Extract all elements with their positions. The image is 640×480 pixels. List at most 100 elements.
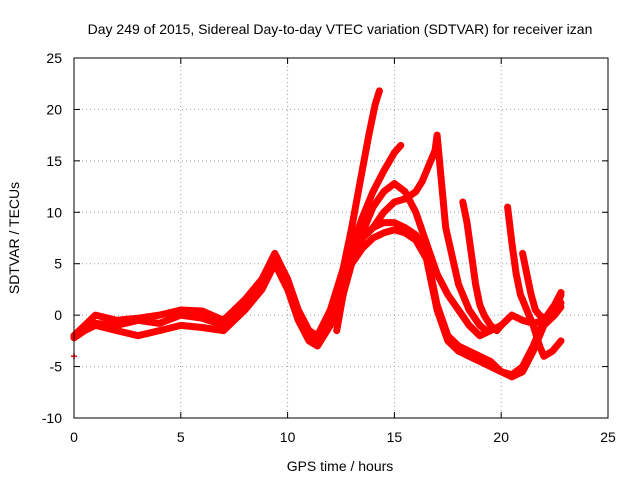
data-point <box>425 163 432 169</box>
chart-series-group <box>70 87 565 381</box>
data-point <box>455 307 462 313</box>
data-point <box>419 178 426 185</box>
data-point <box>92 322 99 329</box>
chart-title: Day 249 of 2015, Sidereal Day-to-day VTE… <box>88 21 593 37</box>
data-point <box>476 358 483 365</box>
data-point <box>540 353 547 360</box>
data-point <box>391 180 398 187</box>
data-point <box>391 199 398 205</box>
series-band-arc-2 <box>70 141 405 345</box>
data-point <box>92 312 99 319</box>
y-tick-label: -10 <box>42 410 62 426</box>
y-tick-label: 20 <box>46 101 62 117</box>
data-point <box>177 312 184 319</box>
data-point <box>431 147 438 154</box>
data-point <box>333 317 340 324</box>
y-tick-label: -5 <box>50 359 63 375</box>
data-point <box>547 314 554 321</box>
data-point <box>519 296 526 303</box>
data-point <box>199 315 206 322</box>
data-point <box>504 204 511 211</box>
data-point <box>370 235 377 241</box>
data-point <box>412 188 419 195</box>
data-point <box>156 320 163 327</box>
data-point <box>199 308 206 315</box>
x-tick-label: 5 <box>177 429 185 445</box>
data-point <box>464 219 471 226</box>
data-point <box>372 101 379 108</box>
data-point <box>423 255 430 262</box>
data-point <box>459 199 466 205</box>
data-point <box>359 245 366 252</box>
data-point <box>135 317 142 324</box>
chart-axes: 0 5 10 15 20 25 -10 -5 0 5 10 15 20 25 <box>42 50 616 445</box>
series-markers-arc-9 <box>519 250 565 322</box>
data-point <box>348 224 355 231</box>
data-point <box>359 235 366 241</box>
data-point <box>220 327 227 334</box>
data-point <box>156 327 163 334</box>
data-point <box>530 322 537 329</box>
data-point <box>380 229 387 236</box>
data-point <box>508 312 515 319</box>
data-point <box>472 281 479 288</box>
x-axis-label: GPS time / hours <box>287 458 394 474</box>
y-axis-label: SDTVAR / TECUs <box>6 182 22 294</box>
data-point <box>519 368 526 375</box>
data-point <box>517 291 524 298</box>
data-point <box>468 250 475 257</box>
data-point <box>376 87 383 94</box>
data-point <box>455 348 462 355</box>
data-point <box>444 291 451 298</box>
data-point <box>519 317 526 324</box>
data-point <box>540 315 547 322</box>
data-point <box>466 307 473 313</box>
data-point <box>444 337 451 344</box>
data-point <box>177 322 184 329</box>
y-tick-label: 0 <box>54 307 62 323</box>
data-point <box>523 271 530 277</box>
data-point <box>476 332 483 339</box>
data-point <box>340 291 347 298</box>
data-point <box>327 322 334 329</box>
data-point <box>513 271 520 277</box>
data-point <box>402 195 409 202</box>
data-point <box>508 240 515 247</box>
data-point <box>528 291 535 298</box>
x-tick-label: 0 <box>70 429 78 445</box>
plot-frame <box>73 57 609 419</box>
data-point <box>483 327 490 334</box>
data-point <box>487 363 494 370</box>
x-tick-label: 25 <box>600 429 616 445</box>
data-point <box>466 353 473 360</box>
series-band-arc-8 <box>504 203 565 360</box>
data-point <box>434 307 441 313</box>
y-tick-label: 10 <box>46 204 62 220</box>
data-point <box>380 168 387 175</box>
data-point <box>481 312 488 319</box>
data-point <box>493 327 500 334</box>
data-point <box>271 260 278 267</box>
data-point <box>391 219 398 226</box>
data-point <box>370 204 377 211</box>
series-band-arc-1 <box>70 87 383 340</box>
x-tick-label: 20 <box>493 429 509 445</box>
data-point <box>466 322 473 329</box>
series-markers-arc-8 <box>504 204 565 360</box>
data-point <box>523 307 530 313</box>
data-point <box>434 271 441 277</box>
data-point <box>530 348 537 355</box>
data-point <box>498 322 505 329</box>
data-point <box>412 237 419 244</box>
series-markers-arc-7 <box>459 199 505 334</box>
data-point <box>305 337 312 344</box>
data-point <box>295 317 302 324</box>
data-point <box>558 337 565 344</box>
x-tick-label: 10 <box>280 429 296 445</box>
data-point <box>380 209 387 216</box>
data-point <box>455 281 462 288</box>
data-point <box>540 322 547 329</box>
data-point <box>402 188 409 195</box>
data-point <box>508 373 515 380</box>
